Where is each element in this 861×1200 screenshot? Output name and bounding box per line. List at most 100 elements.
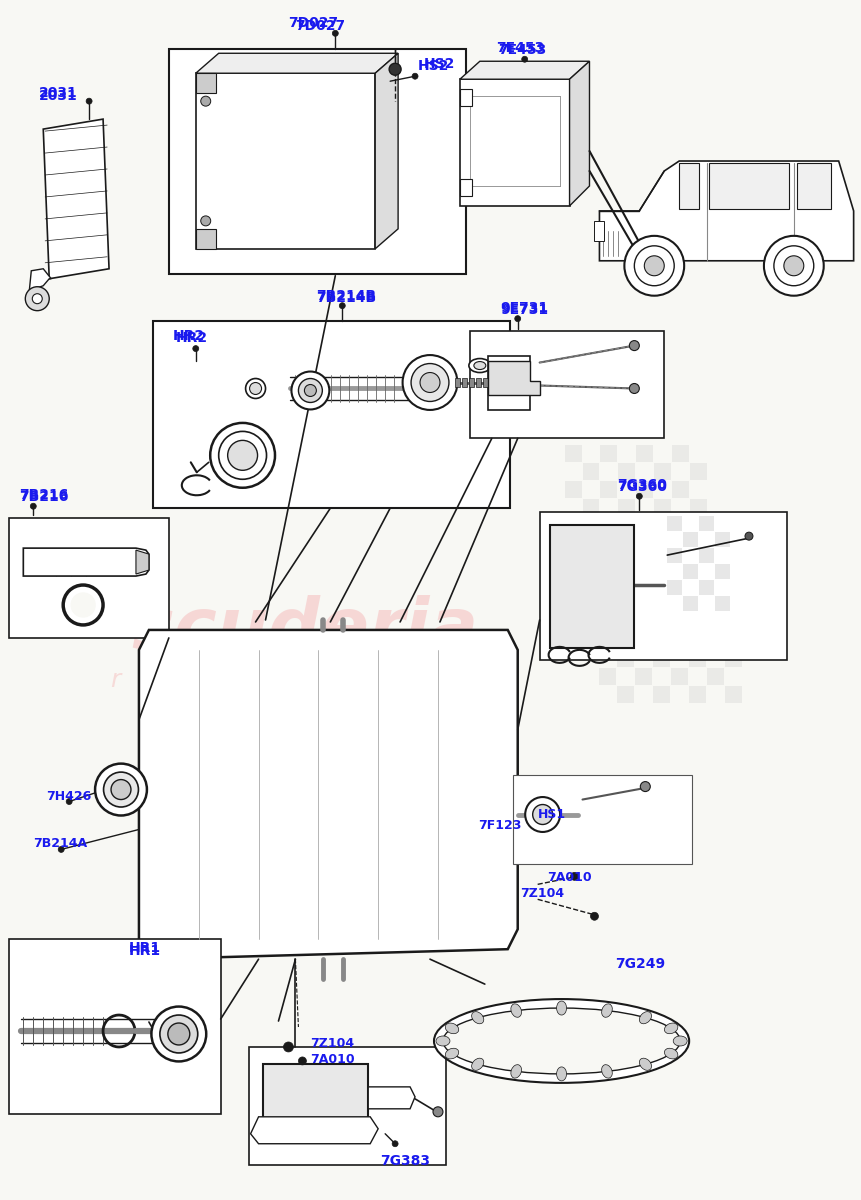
Bar — [582, 535, 598, 552]
Text: 7A010: 7A010 — [547, 871, 592, 884]
Text: 7D027: 7D027 — [288, 17, 338, 30]
Text: 7E453: 7E453 — [497, 43, 545, 58]
Ellipse shape — [639, 1012, 651, 1024]
Bar — [564, 445, 581, 462]
Bar — [724, 686, 741, 703]
Polygon shape — [511, 378, 515, 388]
Bar — [666, 580, 681, 595]
Bar — [617, 499, 635, 516]
Circle shape — [570, 872, 578, 881]
Text: HR2: HR2 — [176, 331, 208, 344]
Ellipse shape — [511, 1004, 521, 1018]
Bar — [688, 614, 705, 631]
Ellipse shape — [664, 1049, 677, 1058]
Ellipse shape — [524, 797, 560, 832]
Ellipse shape — [443, 1008, 679, 1074]
Polygon shape — [487, 360, 539, 396]
Bar — [688, 578, 705, 595]
Bar — [706, 632, 723, 649]
Text: scuderia: scuderia — [131, 595, 478, 665]
Text: 2031: 2031 — [40, 86, 78, 100]
Circle shape — [392, 1141, 398, 1147]
Bar — [469, 331, 664, 438]
Ellipse shape — [298, 378, 322, 402]
Text: 7B214B: 7B214B — [316, 289, 376, 302]
Ellipse shape — [556, 1067, 566, 1081]
Polygon shape — [475, 378, 480, 388]
Circle shape — [71, 593, 95, 617]
Ellipse shape — [474, 361, 486, 370]
Bar — [617, 571, 635, 588]
Polygon shape — [43, 119, 108, 278]
Bar — [724, 578, 741, 595]
Bar — [564, 481, 581, 498]
Circle shape — [298, 1057, 306, 1064]
Text: r  e  a  l    p  a  r  t  s: r e a l p a r t s — [111, 668, 367, 692]
Bar — [672, 553, 688, 570]
Bar — [564, 553, 581, 570]
Bar — [616, 650, 634, 667]
Bar — [635, 553, 653, 570]
Circle shape — [634, 246, 673, 286]
Polygon shape — [195, 229, 215, 248]
Ellipse shape — [445, 1024, 458, 1033]
Ellipse shape — [227, 440, 257, 470]
Ellipse shape — [639, 1058, 651, 1070]
Polygon shape — [796, 163, 830, 209]
Circle shape — [63, 586, 103, 625]
Text: 7G360: 7G360 — [616, 480, 666, 494]
Circle shape — [201, 96, 210, 106]
Ellipse shape — [532, 804, 552, 824]
Ellipse shape — [402, 355, 457, 410]
Bar — [617, 535, 635, 552]
Polygon shape — [375, 53, 398, 248]
Bar — [600, 445, 616, 462]
Bar — [653, 614, 670, 631]
Ellipse shape — [419, 372, 439, 392]
Ellipse shape — [601, 1004, 611, 1018]
Bar — [724, 614, 741, 631]
Ellipse shape — [291, 372, 329, 409]
Circle shape — [86, 98, 92, 104]
Polygon shape — [517, 378, 522, 388]
Text: HS2: HS2 — [424, 58, 455, 71]
Text: 7B216: 7B216 — [19, 488, 69, 503]
Circle shape — [412, 73, 418, 79]
Text: 9E731: 9E731 — [499, 301, 548, 314]
Circle shape — [640, 781, 649, 792]
Bar — [598, 596, 616, 613]
Text: 9E731: 9E731 — [499, 302, 548, 317]
Ellipse shape — [250, 383, 261, 395]
Bar — [600, 517, 616, 534]
Circle shape — [25, 287, 49, 311]
Bar — [616, 578, 634, 595]
Polygon shape — [482, 378, 487, 388]
Bar — [683, 564, 697, 580]
Polygon shape — [139, 630, 517, 959]
Bar — [690, 499, 706, 516]
Text: 7Z104: 7Z104 — [310, 1037, 354, 1050]
Bar — [706, 560, 723, 577]
Text: 7H426: 7H426 — [46, 790, 91, 803]
Polygon shape — [489, 378, 494, 388]
Ellipse shape — [219, 431, 266, 479]
Bar — [635, 668, 652, 685]
Bar — [706, 668, 723, 685]
Bar — [653, 686, 670, 703]
Polygon shape — [709, 163, 788, 209]
Text: 7B214A: 7B214A — [34, 838, 87, 851]
Ellipse shape — [445, 1049, 458, 1058]
Ellipse shape — [168, 1024, 189, 1045]
Bar — [635, 596, 652, 613]
Polygon shape — [368, 1087, 414, 1109]
Circle shape — [193, 346, 199, 352]
Circle shape — [643, 256, 664, 276]
Bar — [616, 686, 634, 703]
Circle shape — [521, 56, 527, 62]
Bar — [600, 481, 616, 498]
Circle shape — [763, 236, 823, 295]
Ellipse shape — [556, 1001, 566, 1015]
Bar — [582, 571, 598, 588]
Bar — [671, 596, 687, 613]
Polygon shape — [678, 163, 698, 209]
